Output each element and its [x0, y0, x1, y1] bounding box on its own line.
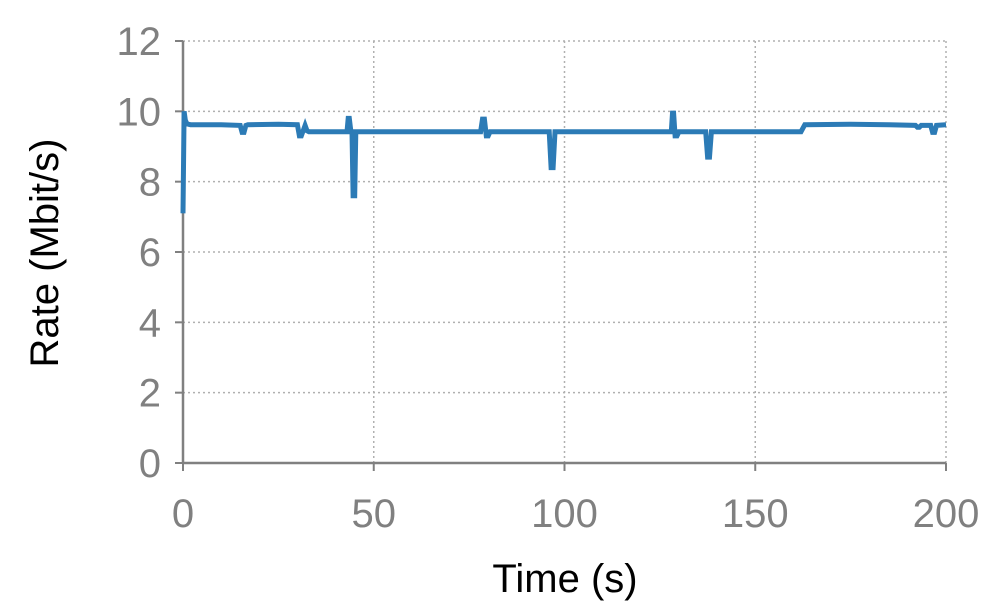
x-tick-label: 200: [913, 492, 980, 536]
grid-lines: [183, 40, 947, 463]
y-tick-label: 4: [139, 301, 161, 345]
y-tick-label: 12: [117, 20, 162, 64]
x-tick-label: 150: [722, 492, 789, 536]
y-axis-title: Rate (Mbit/s): [23, 139, 67, 368]
x-tick-label: 0: [172, 492, 194, 536]
rate-series-line: [180, 110, 947, 214]
y-tick-label: 10: [117, 90, 162, 134]
axes: [175, 40, 947, 471]
x-axis-title: Time (s): [492, 557, 637, 601]
tick-labels: 0 2 4 6 8 10 12 0 50 100 150 200: [117, 20, 980, 536]
plot-area: [180, 110, 947, 214]
x-tick-label: 50: [352, 492, 397, 536]
y-tick-label: 0: [139, 442, 161, 486]
y-tick-label: 8: [139, 161, 161, 205]
x-tick-label: 100: [531, 492, 598, 536]
y-tick-label: 6: [139, 231, 161, 275]
y-tick-label: 2: [139, 372, 161, 416]
